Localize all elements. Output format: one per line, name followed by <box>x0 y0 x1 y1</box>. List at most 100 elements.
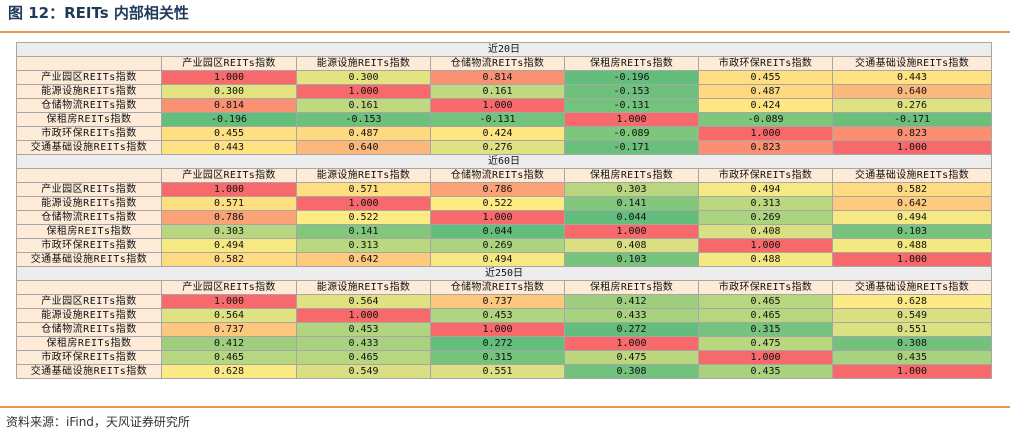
table-row: 仓储物流REITs指数 0.786 0.522 1.000 0.044 0.269 0.49… <box>16 210 993 225</box>
correlation-cell: -0.089 <box>564 126 699 141</box>
correlation-cell: 0.443 <box>831 70 993 85</box>
correlation-cell: 0.494 <box>430 252 565 267</box>
correlation-cell: 0.549 <box>831 308 993 323</box>
correlation-cell: 0.814 <box>430 70 565 85</box>
correlation-cell: 0.269 <box>698 210 833 225</box>
correlation-cell: 0.737 <box>161 322 297 337</box>
row-header: 市政环保REITs指数 <box>16 126 162 141</box>
correlation-cell: -0.153 <box>296 112 431 127</box>
correlation-cell: 0.103 <box>831 224 993 239</box>
correlation-cell: 0.642 <box>831 196 993 211</box>
correlation-cell: 0.313 <box>698 196 833 211</box>
column-header: 产业园区REITs指数 <box>161 280 297 295</box>
correlation-cell: 0.628 <box>161 364 297 379</box>
bottom-rule <box>0 406 1010 408</box>
table-row: 能源设施REITs指数 0.300 1.000 0.161 -0.153 0.487 0.6… <box>16 84 993 99</box>
header-row: 产业园区REITs指数 能源设施REITs指数 仓储物流REITs指数 保租房REIT… <box>16 56 993 71</box>
correlation-cell: 0.141 <box>296 224 431 239</box>
correlation-cell: 1.000 <box>430 322 565 337</box>
correlation-cell: 0.465 <box>698 308 833 323</box>
correlation-cell: 0.276 <box>430 140 565 155</box>
correlation-cell: 0.465 <box>296 350 431 365</box>
correlation-cell: 0.487 <box>296 126 431 141</box>
table-row: 交通基础设施REITs指数 0.443 0.640 0.276 -0.171 0.823 1… <box>16 140 993 155</box>
column-header: 能源设施REITs指数 <box>296 280 431 295</box>
correlation-cell: 0.628 <box>831 294 993 309</box>
correlation-cell: 0.276 <box>831 98 993 113</box>
correlation-cell: 1.000 <box>296 84 431 99</box>
correlation-cell: 0.453 <box>430 308 565 323</box>
correlation-cell: 0.308 <box>564 364 699 379</box>
header-corner <box>16 280 162 295</box>
correlation-cell: 1.000 <box>831 364 993 379</box>
correlation-cell: 0.300 <box>296 70 431 85</box>
correlation-cell: 0.272 <box>430 336 565 351</box>
correlation-cell: 0.453 <box>296 322 431 337</box>
correlation-cell: 0.412 <box>564 294 699 309</box>
column-header: 市政环保REITs指数 <box>698 168 833 183</box>
header-row: 产业园区REITs指数 能源设施REITs指数 仓储物流REITs指数 保租房REIT… <box>16 280 993 295</box>
row-header: 仓储物流REITs指数 <box>16 210 162 225</box>
table-row: 市政环保REITs指数 0.494 0.313 0.269 0.408 1.000 0.48… <box>16 238 993 253</box>
table-row: 交通基础设施REITs指数 0.582 0.642 0.494 0.103 0.488 1.… <box>16 252 993 267</box>
source-note: 资料来源：iFind，天风证券研究所 <box>6 415 190 429</box>
correlation-cell: 0.494 <box>831 210 993 225</box>
column-header: 仓储物流REITs指数 <box>430 56 565 71</box>
row-header: 交通基础设施REITs指数 <box>16 364 162 379</box>
row-header: 保租房REITs指数 <box>16 336 162 351</box>
section-label: 近250日 <box>15 266 993 281</box>
table-row: 能源设施REITs指数 0.571 1.000 0.522 0.141 0.313 0.64… <box>16 196 993 211</box>
column-header: 交通基础设施REITs指数 <box>831 56 993 71</box>
correlation-cell: 0.737 <box>430 294 565 309</box>
table-row: 市政环保REITs指数 0.465 0.465 0.315 0.475 1.000 0.43… <box>16 350 993 365</box>
correlation-cell: 0.551 <box>430 364 565 379</box>
correlation-cell: -0.131 <box>564 98 699 113</box>
correlation-cell: 0.786 <box>430 182 565 197</box>
correlation-cell: 0.435 <box>698 364 833 379</box>
table-row: 能源设施REITs指数 0.564 1.000 0.453 0.433 0.465 0.54… <box>16 308 993 323</box>
row-header: 产业园区REITs指数 <box>16 294 162 309</box>
correlation-cell: 0.487 <box>698 84 833 99</box>
table-row: 仓储物流REITs指数 0.814 0.161 1.000 -0.131 0.424 0.2… <box>16 98 993 113</box>
correlation-cell: 1.000 <box>430 210 565 225</box>
correlation-cell: 0.475 <box>564 350 699 365</box>
correlation-cell: 0.103 <box>564 252 699 267</box>
column-header: 保租房REITs指数 <box>564 56 699 71</box>
correlation-cell: 0.571 <box>161 196 297 211</box>
correlation-cell: 0.582 <box>831 182 993 197</box>
correlation-cell: -0.171 <box>564 140 699 155</box>
correlation-cell: -0.131 <box>430 112 565 127</box>
correlation-cell: 1.000 <box>831 252 993 267</box>
column-header: 仓储物流REITs指数 <box>430 280 565 295</box>
correlation-cell: 0.465 <box>698 294 833 309</box>
correlation-cell: 0.465 <box>161 350 297 365</box>
correlation-cell: 0.044 <box>564 210 699 225</box>
correlation-cell: 0.571 <box>296 182 431 197</box>
column-header: 交通基础设施REITs指数 <box>831 280 993 295</box>
correlation-cell: 0.823 <box>698 140 833 155</box>
correlation-cell: 0.640 <box>296 140 431 155</box>
correlation-cell: -0.196 <box>161 112 297 127</box>
correlation-cell: 0.582 <box>161 252 297 267</box>
row-header: 交通基础设施REITs指数 <box>16 252 162 267</box>
correlation-cell: 0.455 <box>698 70 833 85</box>
correlation-cell: 0.433 <box>564 308 699 323</box>
correlation-cell: 1.000 <box>296 308 431 323</box>
column-header: 交通基础设施REITs指数 <box>831 168 993 183</box>
correlation-cell: 0.272 <box>564 322 699 337</box>
correlation-cell: -0.171 <box>831 112 993 127</box>
correlation-cell: 0.642 <box>296 252 431 267</box>
figure-title: 图 12：REITs 内部相关性 <box>8 4 189 22</box>
correlation-cell: 0.269 <box>430 238 565 253</box>
correlation-cell: 0.494 <box>161 238 297 253</box>
correlation-cell: 1.000 <box>161 294 297 309</box>
row-header: 能源设施REITs指数 <box>16 196 162 211</box>
section-label: 近60日 <box>15 154 993 169</box>
header-row: 产业园区REITs指数 能源设施REITs指数 仓储物流REITs指数 保租房REIT… <box>16 168 993 183</box>
correlation-cell: -0.089 <box>698 112 833 127</box>
column-header: 能源设施REITs指数 <box>296 56 431 71</box>
row-header: 能源设施REITs指数 <box>16 84 162 99</box>
correlation-cell: 0.315 <box>698 322 833 337</box>
correlation-cell: 0.424 <box>698 98 833 113</box>
column-header: 产业园区REITs指数 <box>161 168 297 183</box>
